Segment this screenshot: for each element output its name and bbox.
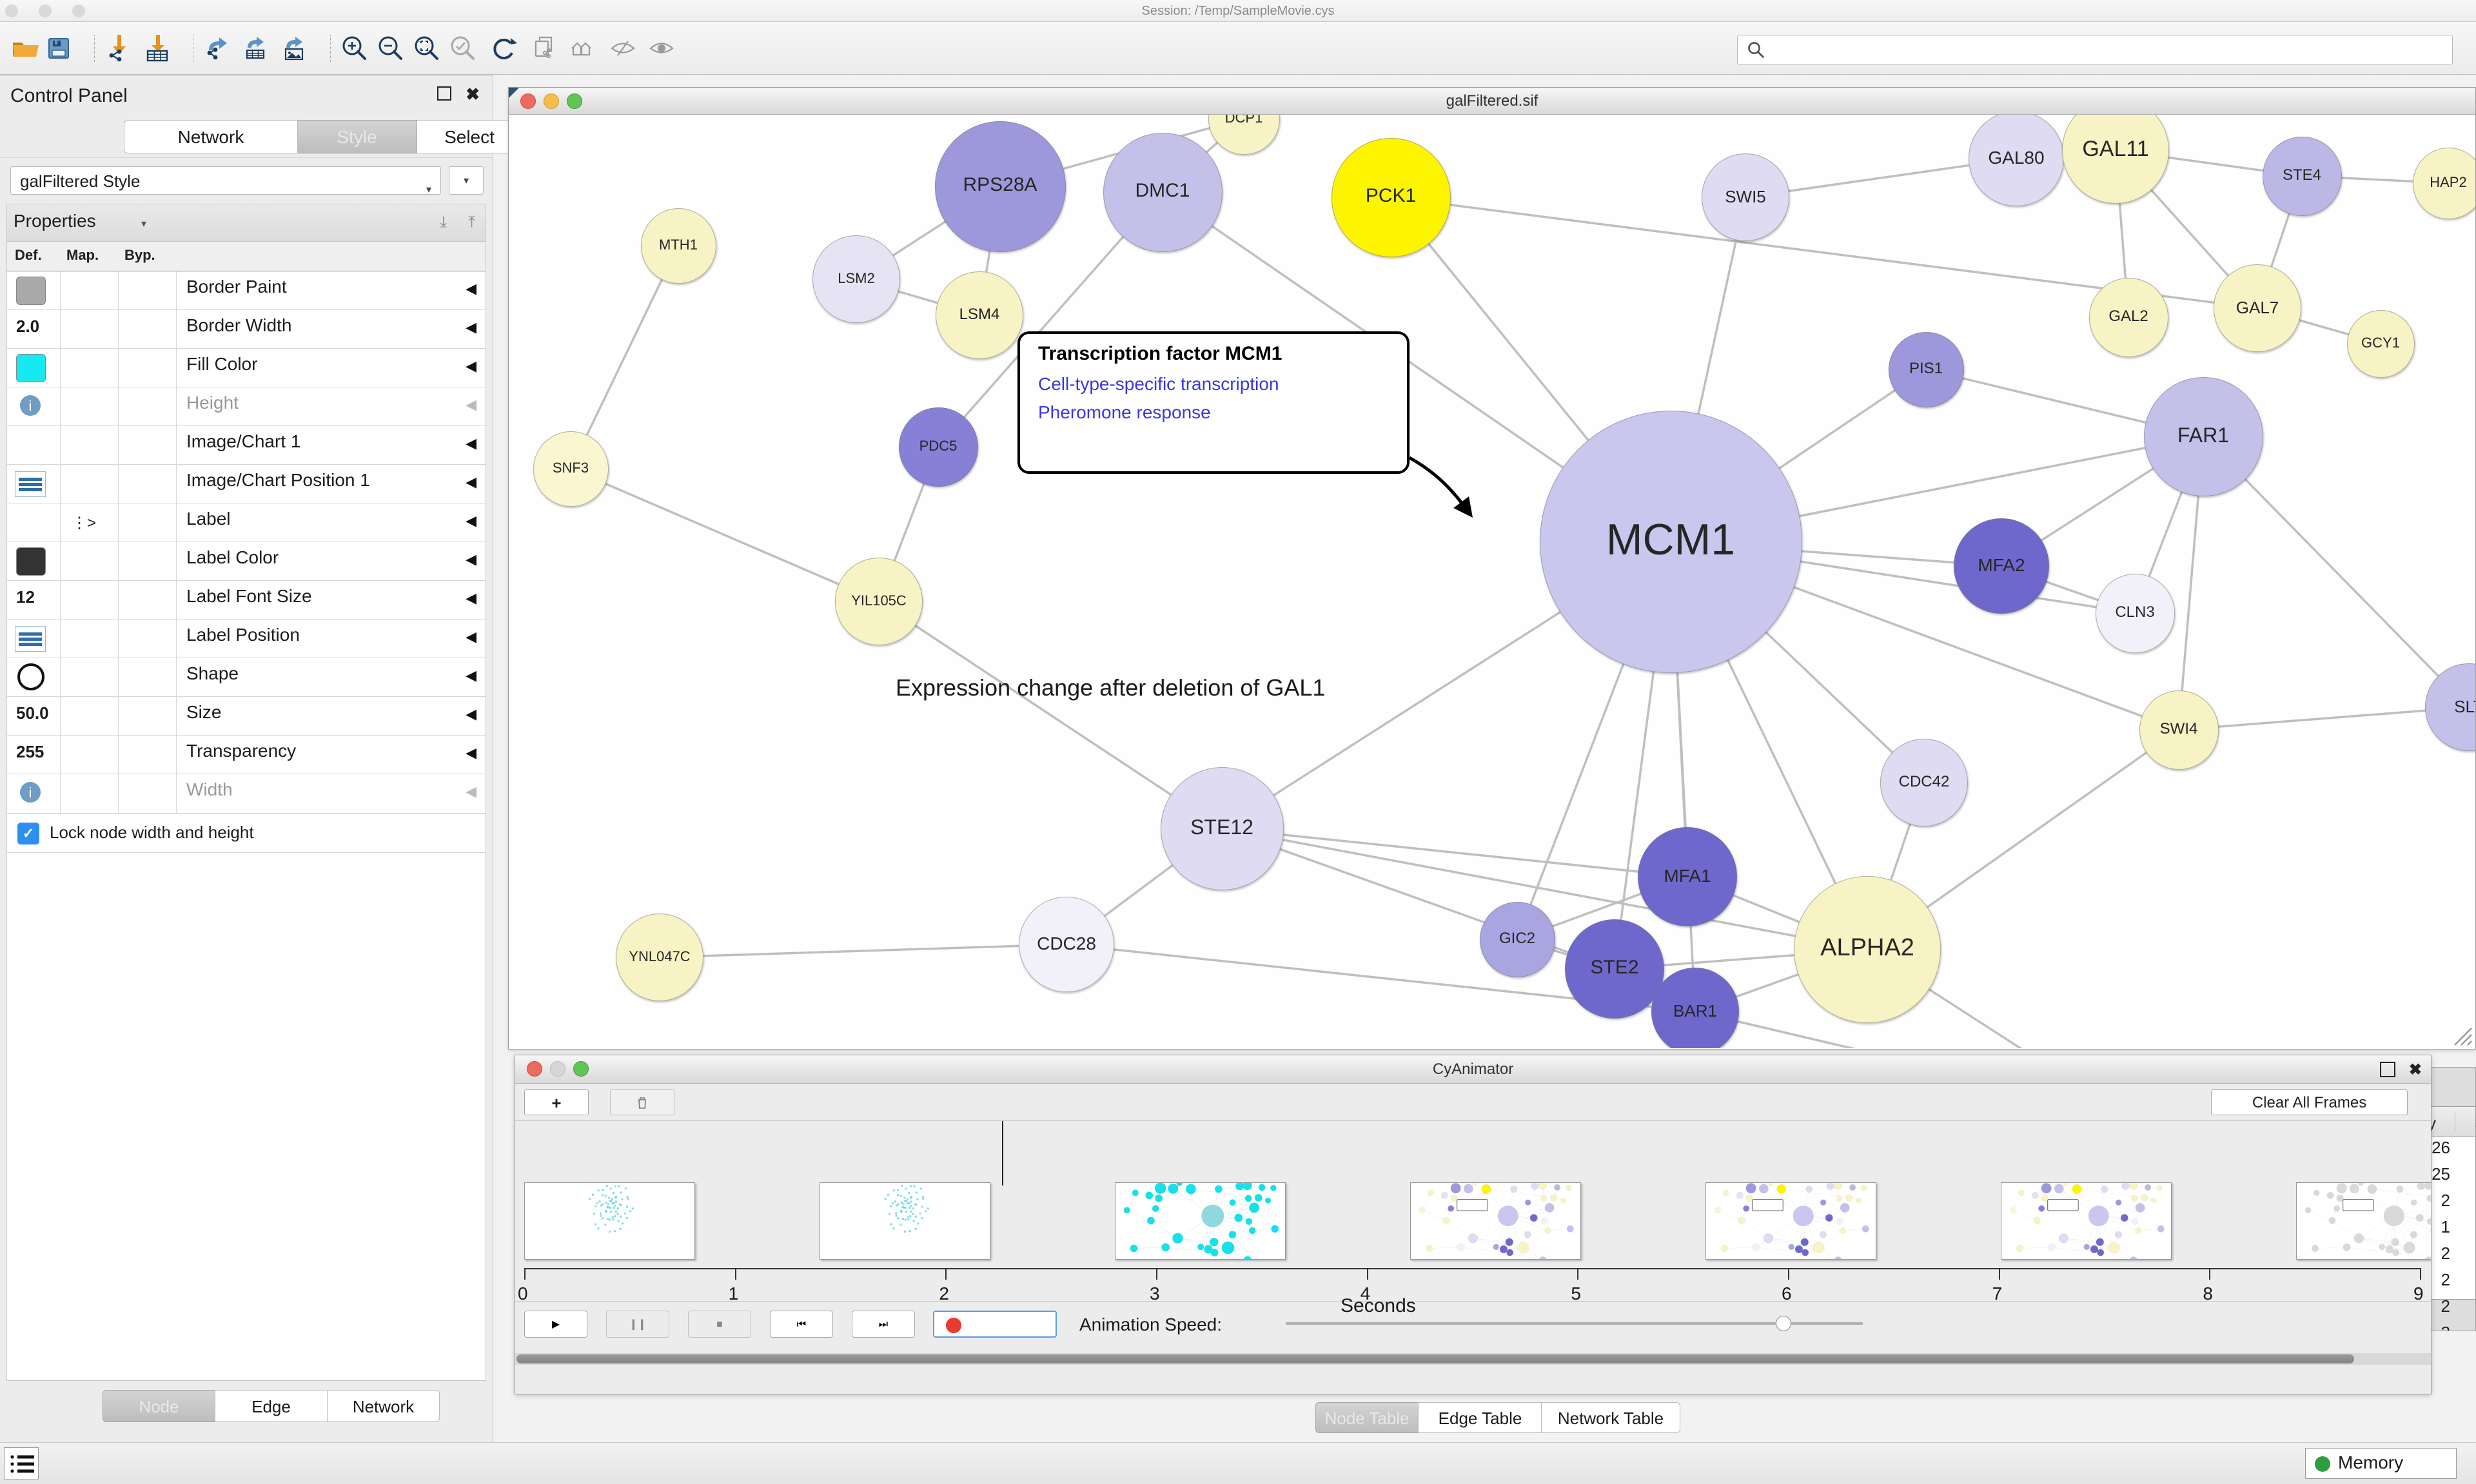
svg-text:i: i bbox=[29, 785, 32, 801]
svg-text:i: i bbox=[29, 398, 32, 414]
